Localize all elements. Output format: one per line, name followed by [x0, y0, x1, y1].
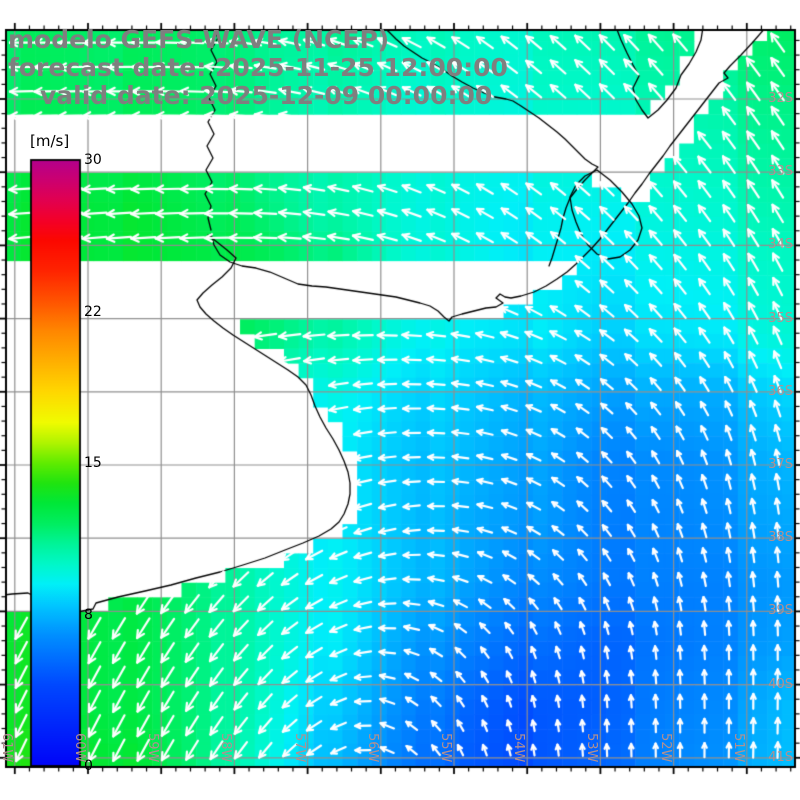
valid-date-text: valid date: 2025-12-09 00:00:00 — [40, 81, 493, 110]
latitude-label: 33S — [768, 164, 793, 180]
latitude-label: 34S — [768, 237, 793, 253]
longitude-label: 61W — [0, 733, 14, 763]
latitude-label: 36S — [768, 383, 793, 399]
latitude-label: 32S — [768, 91, 793, 106]
latitude-label: 41S — [768, 749, 793, 765]
longitude-label: 60W — [72, 733, 87, 763]
latitude-label: 39S — [768, 603, 793, 619]
longitude-label: 52W — [657, 733, 673, 763]
latitude-label: 37S — [768, 457, 793, 472]
colorbar-tick-label: 0 — [84, 758, 93, 774]
colorbar-tick-label: 30 — [84, 152, 102, 168]
longitude-label: 54W — [511, 733, 527, 763]
forecast-date-text: forecast date: 2025-11-25 12:00:00 — [8, 53, 508, 82]
colorbar-tick-label: 22 — [84, 303, 102, 320]
longitude-label: 58W — [218, 733, 234, 763]
longitude-label: 53W — [584, 733, 600, 763]
colorbar-unit-label: [m/s] — [30, 132, 70, 150]
longitude-label: 59W — [145, 733, 161, 763]
model-title: modelo GEFS-WAVE (NCEP) — [8, 25, 390, 54]
longitude-label: 57W — [291, 733, 307, 763]
latitude-label: 38S — [768, 530, 793, 546]
colorbar-tick-label: 8 — [84, 606, 93, 623]
colorbar-tick-label: 15 — [84, 455, 102, 471]
longitude-label: 56W — [364, 733, 380, 763]
latitude-label: 35S — [768, 310, 793, 326]
longitude-label: 51W — [730, 733, 746, 763]
latitude-label: 40S — [768, 676, 793, 692]
longitude-label: 55W — [438, 733, 453, 763]
